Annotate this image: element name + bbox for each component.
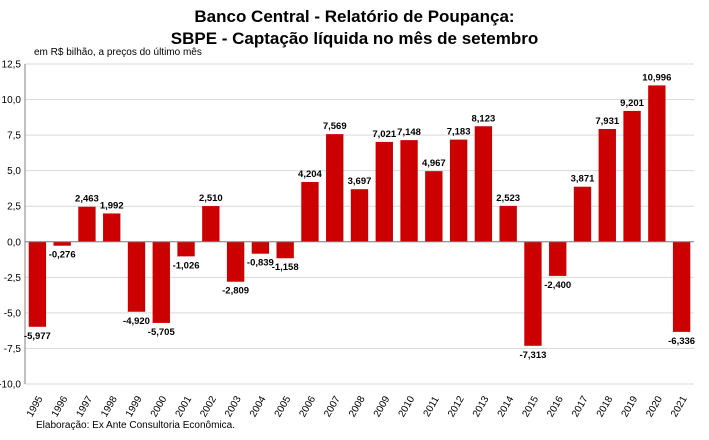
- bar: [152, 241, 170, 323]
- x-tick-label: 1995: [25, 394, 46, 419]
- data-label: 7,148: [397, 127, 421, 138]
- data-label: 2,523: [496, 193, 520, 204]
- y-tick-label: 7,5: [7, 131, 21, 142]
- data-label: 4,204: [298, 169, 322, 180]
- bar: [375, 141, 393, 242]
- x-tick-label: 1999: [124, 394, 145, 419]
- chart-title-line2: SBPE - Captação líquida no mês de setemb…: [170, 29, 539, 48]
- bar: [251, 241, 270, 254]
- data-label: 4,967: [422, 158, 446, 169]
- data-label: 7,183: [447, 127, 471, 138]
- bar: [425, 171, 443, 242]
- bar: [524, 241, 542, 346]
- data-label: 7,931: [595, 116, 619, 127]
- chart-title-line1: Banco Central - Relatório de Poupança:: [194, 7, 515, 26]
- y-tick-label: -7,5: [4, 344, 22, 355]
- x-tick-label: 2001: [174, 394, 195, 419]
- bar: [573, 186, 592, 242]
- x-tick-label: 2020: [644, 394, 665, 419]
- data-label: -5,705: [148, 327, 176, 338]
- x-tick-label: 2010: [397, 394, 418, 419]
- x-tick-label: 2016: [545, 394, 566, 419]
- bar: [276, 241, 294, 259]
- x-tick-label: 2004: [248, 394, 269, 419]
- data-label: -6,336: [668, 336, 695, 347]
- y-tick-label: 2,5: [7, 202, 21, 213]
- x-tick-label: 1997: [74, 394, 95, 419]
- data-label: 9,201: [620, 98, 644, 109]
- data-label: -0,839: [247, 258, 274, 269]
- bar: [53, 241, 71, 246]
- data-label: -4,920: [123, 316, 150, 327]
- x-tick-label: 2019: [620, 394, 641, 419]
- bar: [623, 110, 641, 242]
- bar: [350, 189, 369, 242]
- x-tick-label: 2017: [570, 394, 591, 419]
- data-label: 7,021: [372, 129, 396, 140]
- bar: [474, 126, 493, 242]
- x-tick-label: 2021: [669, 394, 690, 419]
- bar: [326, 134, 344, 242]
- data-label: -5,977: [24, 331, 51, 342]
- x-tick-label: 1996: [50, 394, 71, 419]
- data-label: 1,992: [100, 200, 124, 211]
- data-label: 3,871: [571, 174, 595, 185]
- data-label: -2,400: [544, 280, 571, 291]
- x-tick-label: 2011: [422, 394, 442, 419]
- y-tick-label: 5,0: [7, 166, 21, 177]
- x-tick-label: 2015: [520, 394, 541, 419]
- data-label: -7,313: [519, 350, 546, 361]
- y-tick-label: -10,0: [0, 380, 21, 391]
- x-tick-label: 2002: [198, 394, 219, 419]
- x-tick-label: 2000: [149, 394, 170, 419]
- y-tick-label: 12,5: [2, 60, 22, 71]
- bar: [28, 241, 47, 327]
- data-label: -1,026: [173, 260, 200, 271]
- bar: [598, 128, 616, 242]
- bar: [648, 85, 666, 242]
- bar: [499, 205, 517, 242]
- x-tick-label: 2003: [223, 394, 244, 419]
- data-label: 10,996: [642, 72, 671, 83]
- bar: [301, 181, 319, 242]
- data-label: 7,569: [323, 121, 347, 132]
- x-tick-label: 1998: [99, 394, 120, 419]
- bar: [177, 241, 195, 257]
- data-label: 3,697: [348, 176, 372, 187]
- x-tick-label: 2007: [322, 394, 343, 419]
- y-tick-label: -5,0: [4, 308, 22, 319]
- y-tick-label: 0,0: [7, 237, 21, 248]
- x-tick-label: 2006: [297, 394, 318, 419]
- x-tick-label: 2014: [496, 394, 517, 419]
- unit-note: em R$ bilhão, a preços do último mês: [34, 47, 202, 58]
- x-tick-label: 2008: [347, 394, 368, 419]
- data-label: 8,123: [471, 113, 495, 124]
- x-tick-label: 2013: [471, 394, 492, 419]
- x-tick-label: 2018: [595, 394, 616, 419]
- data-label: 2,463: [75, 194, 99, 205]
- bar: [103, 213, 121, 242]
- bar: [672, 241, 691, 332]
- data-label: -1,158: [272, 262, 299, 273]
- bar: [202, 206, 220, 242]
- bar: [400, 140, 418, 242]
- x-tick-label: 2009: [372, 394, 393, 419]
- x-tick-label: 2005: [273, 394, 294, 419]
- data-label: -2,809: [222, 286, 249, 297]
- x-tick-label: 2012: [446, 394, 467, 419]
- y-tick-label: -2,5: [4, 273, 22, 284]
- bar: [226, 241, 245, 282]
- source-note: Elaboração: Ex Ante Consultoria Econômic…: [36, 420, 235, 431]
- bar: [127, 241, 146, 312]
- data-label: -0,276: [49, 250, 76, 261]
- data-label: 2,510: [199, 193, 223, 204]
- bar: [449, 139, 468, 242]
- bar: [78, 206, 96, 242]
- y-tick-label: 10,0: [2, 95, 22, 106]
- bar: [549, 241, 567, 276]
